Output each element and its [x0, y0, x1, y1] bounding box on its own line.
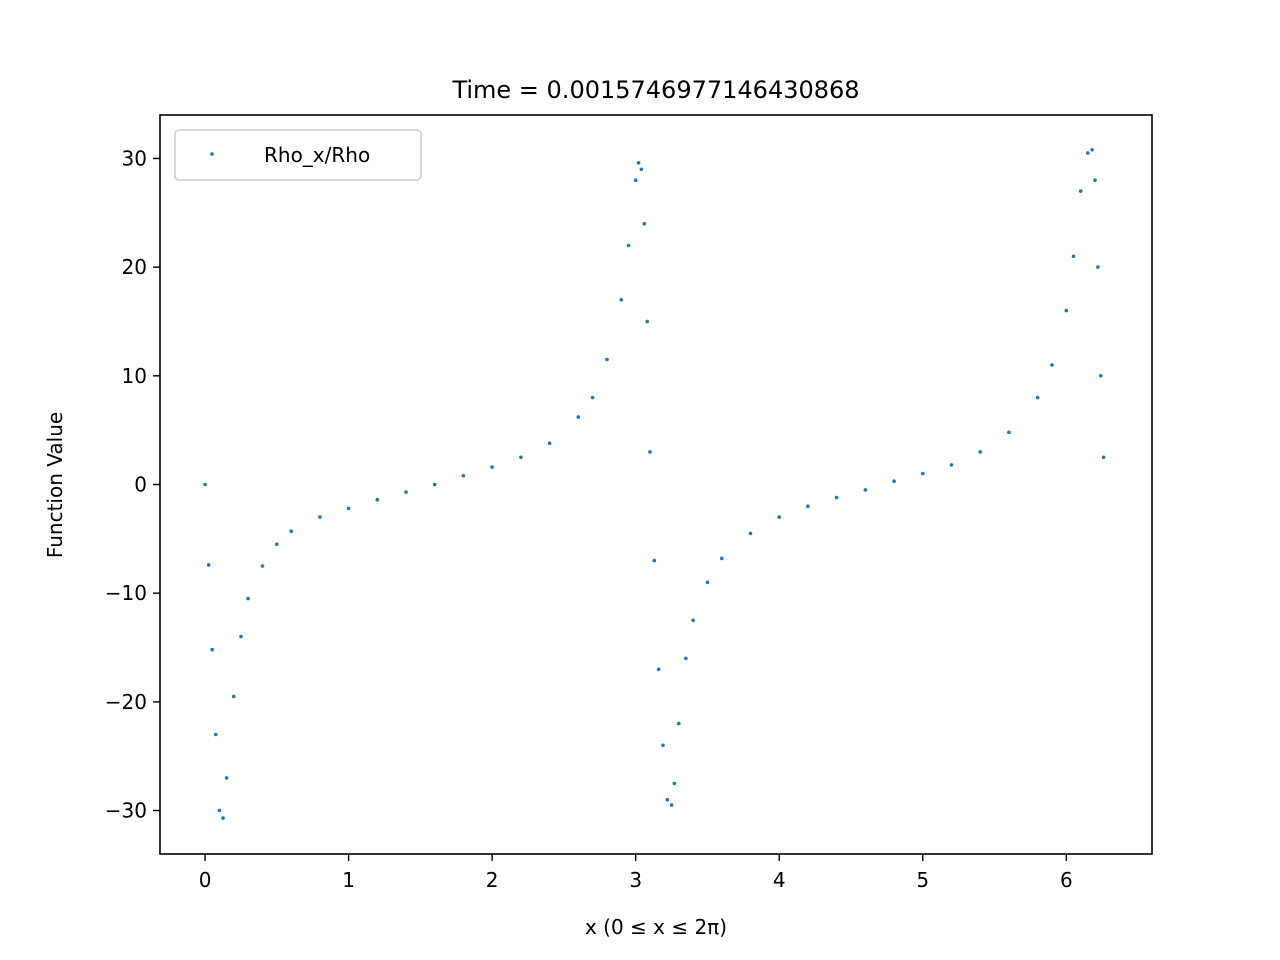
y-tick-label: −30	[105, 799, 147, 823]
data-point	[547, 441, 552, 446]
x-tick-label: 5	[916, 868, 929, 892]
data-point	[432, 482, 437, 487]
data-point	[633, 178, 638, 182]
data-point	[806, 504, 810, 509]
y-tick-label: 20	[122, 255, 147, 279]
data-point	[636, 161, 641, 165]
data-point	[1099, 374, 1103, 378]
data-point	[720, 556, 724, 561]
data-point	[1101, 455, 1106, 460]
data-point	[246, 596, 250, 601]
data-point	[978, 450, 982, 454]
data-point	[669, 803, 674, 807]
data-point	[217, 808, 222, 813]
data-point	[642, 221, 647, 226]
data-point	[576, 415, 581, 419]
data-point	[203, 482, 207, 487]
data-point	[318, 515, 322, 519]
data-point	[863, 488, 868, 492]
data-point	[691, 618, 695, 623]
data-point	[461, 474, 466, 478]
data-point	[1093, 178, 1097, 182]
data-point	[949, 463, 954, 467]
y-tick-label: 30	[122, 146, 147, 170]
chart-title: Time = 0.0015746977146430868	[451, 76, 859, 104]
data-point	[490, 465, 494, 469]
x-tick-label: 4	[773, 868, 786, 892]
y-tick-label: −10	[105, 581, 147, 605]
x-tick-label: 0	[199, 868, 212, 892]
data-point	[239, 634, 243, 639]
legend-label: Rho_x/Rho	[264, 143, 370, 167]
data-point	[1071, 254, 1076, 259]
data-point	[626, 243, 631, 248]
data-point	[275, 542, 279, 547]
data-point	[661, 743, 665, 748]
data-point	[1064, 308, 1069, 313]
y-tick-label: −20	[105, 690, 147, 714]
data-point	[1035, 395, 1040, 400]
data-point	[260, 564, 265, 568]
data-point	[206, 563, 211, 567]
y-axis-label: Function Value	[43, 412, 67, 558]
data-point	[519, 455, 523, 460]
x-axis: 0 1 2 3 4 5 6	[199, 854, 1073, 892]
data-point	[1086, 151, 1090, 155]
data-point	[748, 531, 753, 536]
data-point	[619, 298, 624, 302]
data-point	[656, 667, 661, 672]
data-point	[346, 506, 351, 511]
data-point	[1096, 265, 1100, 269]
data-point	[590, 395, 595, 400]
data-point	[921, 471, 925, 476]
legend: Rho_x/Rho	[174, 129, 422, 181]
data-point	[648, 450, 652, 454]
series-rho-x-rho	[203, 148, 1106, 820]
data-point	[210, 647, 214, 652]
y-tick-label: 10	[122, 364, 147, 388]
data-point	[1050, 363, 1054, 367]
data-point	[404, 490, 408, 494]
data-point	[777, 515, 781, 519]
legend-box	[174, 129, 422, 181]
plot-area	[159, 114, 1153, 855]
data-point	[677, 721, 681, 726]
data-point	[1007, 430, 1011, 435]
legend-marker	[210, 152, 214, 156]
data-point	[605, 357, 609, 362]
y-axis: −30 −20 −10 0 10 20 30	[105, 146, 160, 823]
x-tick-label: 1	[342, 868, 355, 892]
data-point	[665, 797, 670, 802]
data-point	[1090, 148, 1094, 152]
x-axis-label: x (0 ≤ x ≤ 2π)	[585, 915, 727, 939]
data-point	[834, 495, 839, 500]
data-point	[684, 656, 688, 661]
x-tick-label: 2	[486, 868, 499, 892]
data-point	[652, 558, 657, 563]
y-tick-label: 0	[134, 473, 147, 497]
x-tick-label: 3	[629, 868, 642, 892]
data-point	[705, 580, 710, 585]
x-tick-label: 6	[1060, 868, 1073, 892]
data-point	[645, 319, 649, 324]
data-point	[289, 529, 294, 533]
data-point	[375, 497, 380, 502]
data-point	[232, 694, 236, 699]
data-point	[1078, 189, 1083, 193]
data-point	[224, 776, 229, 780]
data-point	[214, 732, 218, 737]
data-point	[892, 479, 896, 484]
data-point	[639, 167, 644, 172]
data-point	[672, 781, 677, 786]
data-point	[221, 816, 225, 820]
